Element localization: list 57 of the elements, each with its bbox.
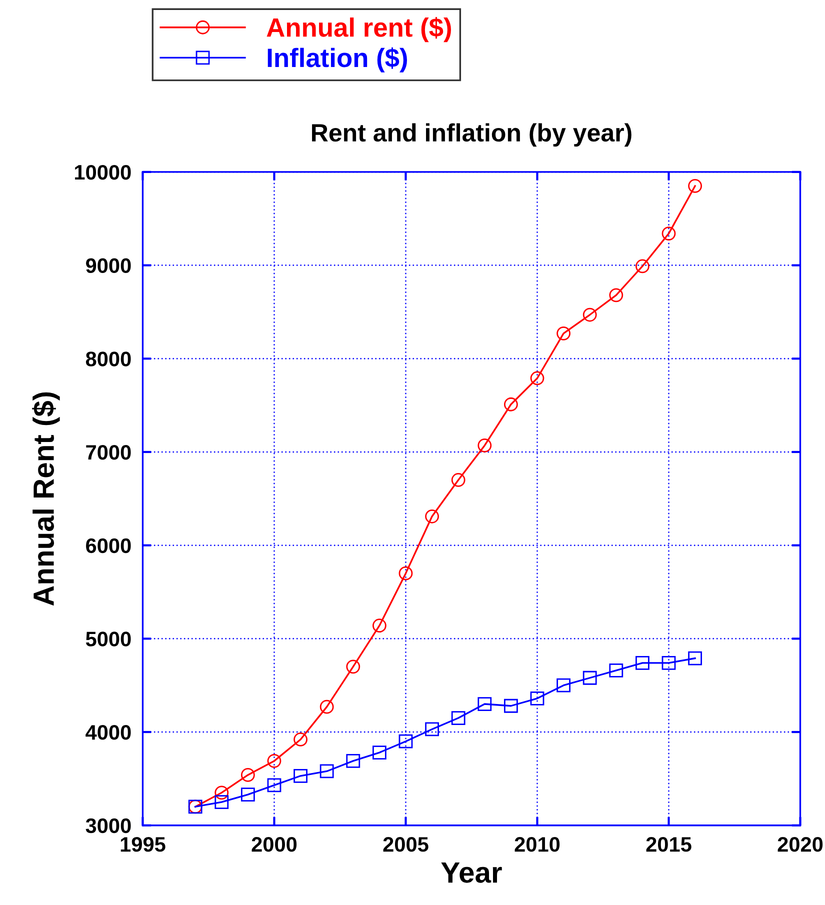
point	[294, 768, 308, 783]
legend-label: Annual rent ($)	[266, 17, 451, 42]
point	[346, 754, 360, 768]
point	[425, 722, 439, 736]
y-tick-label: 9000	[86, 258, 131, 274]
point	[530, 691, 544, 706]
y-tick-label: 7000	[86, 444, 131, 460]
x-axis-title: Year	[441, 862, 502, 883]
point	[372, 746, 386, 760]
point	[662, 226, 676, 240]
y-tick-label: 6000	[86, 538, 131, 554]
y-axis-title: Annual Rent ($)	[32, 392, 60, 606]
point	[372, 618, 386, 633]
point	[398, 566, 413, 580]
point	[582, 670, 597, 685]
y-tick-label: 10000	[75, 164, 131, 180]
point	[504, 397, 518, 412]
x-tick-label: 2005	[383, 837, 428, 852]
point	[688, 179, 702, 193]
point	[214, 795, 229, 809]
point	[346, 660, 360, 674]
point	[240, 768, 255, 782]
y-tick-label: 4000	[86, 725, 131, 740]
point	[267, 754, 282, 768]
chart-title: Rent and inflation (by year)	[312, 123, 632, 147]
point	[609, 663, 624, 678]
point	[636, 656, 650, 670]
y-tick-label: 3000	[86, 818, 131, 834]
x-tick-label: 2000	[252, 837, 297, 852]
point	[398, 734, 413, 748]
point	[451, 711, 466, 725]
point	[530, 371, 544, 386]
point	[636, 259, 650, 274]
point	[582, 308, 597, 322]
point	[478, 438, 492, 452]
x-tick-label: 2010	[514, 837, 560, 852]
point	[451, 473, 466, 487]
x-tick-label: 2020	[778, 837, 823, 852]
point	[294, 732, 308, 746]
point	[662, 656, 676, 670]
y-tick-label: 8000	[86, 352, 131, 366]
point	[609, 288, 624, 302]
point	[556, 326, 570, 340]
legend-label: Inflation ($)	[268, 47, 407, 72]
point	[214, 786, 229, 800]
point	[556, 678, 570, 692]
point	[478, 697, 492, 711]
point	[688, 651, 702, 666]
point	[425, 509, 439, 524]
point	[320, 764, 334, 778]
point	[267, 778, 282, 792]
x-tick-label: 2015	[646, 837, 692, 852]
x-tick-label: 1995	[120, 837, 166, 852]
point	[320, 700, 334, 714]
point	[240, 788, 255, 802]
point	[504, 698, 518, 713]
y-tick-label: 5000	[86, 632, 131, 646]
